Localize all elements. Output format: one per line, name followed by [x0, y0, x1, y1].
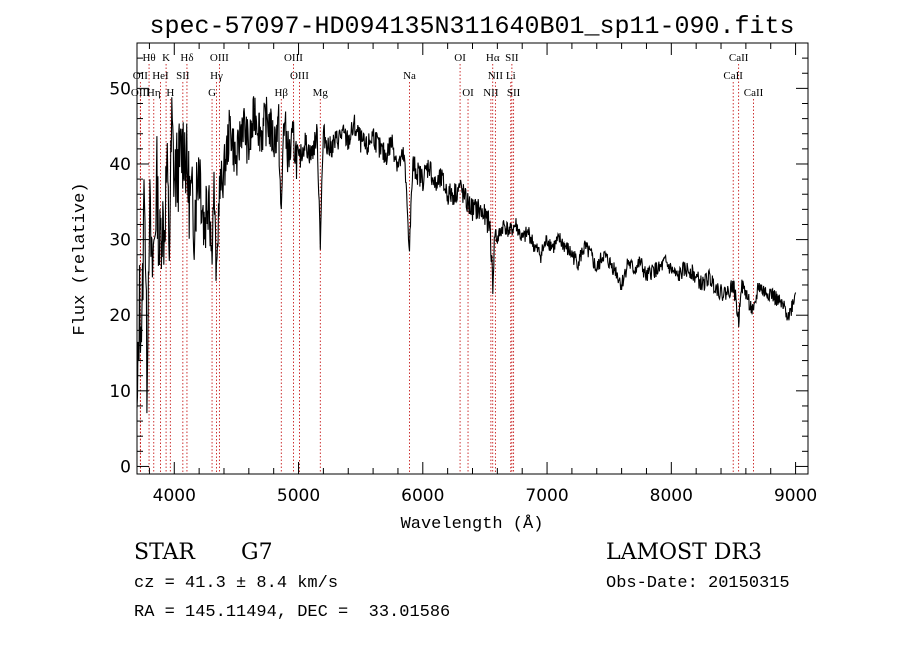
marker-label: Hγ — [210, 70, 223, 82]
marker-label: OIII — [290, 70, 309, 82]
x-axis-label: Wavelength (Å) — [401, 515, 544, 534]
marker-label: Hη — [147, 87, 161, 99]
marker-label: SII — [505, 52, 519, 64]
marker-label: OII — [133, 70, 149, 82]
marker-label: OIII — [284, 52, 303, 64]
x-tick-label: 8000 — [650, 486, 693, 506]
x-tick-label: 6000 — [401, 486, 444, 506]
marker-label: SII — [507, 87, 521, 99]
marker-label: HeI — [152, 70, 169, 82]
marker-label: OI — [462, 87, 474, 99]
marker-label: Li — [506, 70, 516, 82]
marker-label: NII — [483, 87, 499, 99]
series-layer — [136, 96, 797, 414]
x-tick-label: 9000 — [774, 486, 817, 506]
marker-label: G — [208, 87, 216, 99]
marker-label: Hδ — [180, 52, 193, 64]
spectrum-line — [136, 96, 797, 414]
y-tick-label: 30 — [109, 231, 131, 251]
line-marker-labels: Hθ K Hδ OIII OIII OI Hα SII CaII OII HeI SII Hγ OIII N… — [131, 52, 764, 99]
spectral-subclass: G7 — [241, 540, 273, 565]
marker-label: Hβ — [274, 87, 288, 99]
marker-label: OI — [454, 52, 466, 64]
y-tick-label: 50 — [109, 79, 131, 99]
marker-label: Mg — [313, 87, 329, 99]
marker-label: CaII — [744, 87, 764, 99]
marker-label: K — [162, 52, 170, 64]
x-tick-label: 5000 — [277, 486, 320, 506]
marker-label: Hα — [486, 52, 500, 64]
axis-tick-labels: 4000 5000 6000 7000 8000 9000 0 10 20 30 40 50 — [109, 79, 817, 506]
y-tick-label: 20 — [109, 306, 131, 326]
x-tick-label: 7000 — [525, 486, 568, 506]
marker-label: H — [166, 87, 174, 99]
y-tick-label: 0 — [120, 457, 131, 477]
y-tick-label: 10 — [109, 382, 131, 402]
chart-title: spec-57097-HD094135N311640B01_sp11-090.f… — [149, 12, 794, 41]
survey-name: LAMOST DR3 — [606, 540, 762, 565]
coordinates: RA = 145.11494, DEC = 33.01586 — [134, 603, 451, 622]
marker-label: Hθ — [142, 52, 155, 64]
x-tick-label: 4000 — [153, 486, 196, 506]
axis-ticks — [137, 43, 808, 474]
plot-frame — [136, 42, 809, 475]
y-axis-label: Flux (relative) — [71, 182, 90, 335]
marker-label: OIII — [210, 52, 229, 64]
marker-label: SII — [176, 70, 190, 82]
object-type: STAR — [134, 540, 195, 565]
marker-label: OIII — [131, 87, 150, 99]
redshift-cz: cz = 41.3 ± 8.4 km/s — [134, 574, 339, 593]
observation-date: Obs-Date: 20150315 — [606, 574, 790, 593]
marker-label: NII — [488, 70, 504, 82]
marker-label: CaII — [729, 52, 749, 64]
y-tick-label: 40 — [109, 155, 131, 175]
marker-label: Na — [403, 70, 416, 82]
marker-label: CaII — [723, 70, 743, 82]
